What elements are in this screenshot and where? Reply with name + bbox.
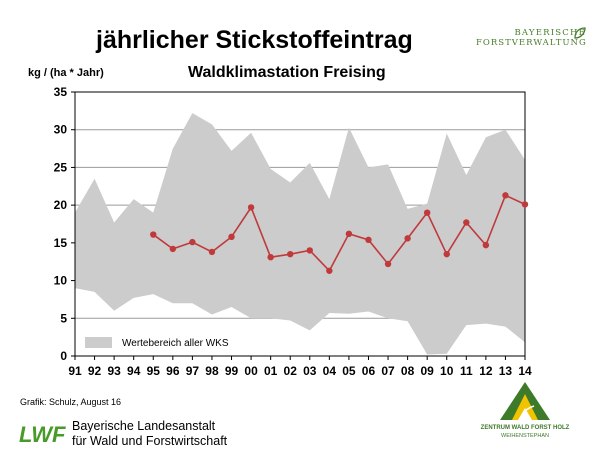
data-point [443,250,450,258]
x-tick-label: 91 [68,364,82,378]
y-tick-label: 35 [54,85,68,99]
data-point [267,253,274,261]
y-tick-label: 20 [54,198,68,212]
x-tick-label: 06 [362,364,376,378]
y-tick-label: 30 [54,123,68,137]
data-point [189,238,196,246]
y-tick-label: 10 [54,274,68,288]
bayerische-forstverwaltung-logo: BAYERISCHE FORSTVERWALTUNG [476,28,586,48]
x-tick-label: 12 [479,364,493,378]
x-tick-label: 08 [401,364,415,378]
x-tick-label: 11 [460,364,473,378]
x-tick-label: 13 [499,364,513,378]
data-point [169,245,177,253]
x-tick-label: 01 [264,364,278,378]
x-tick-label: 00 [244,364,258,378]
x-tick-label: 02 [284,364,298,378]
data-point [365,236,372,244]
x-tick-label: 04 [323,364,337,378]
y-tick-label: 5 [60,311,67,325]
chart-subtitle: Waldklimastation Freising [188,64,386,81]
x-tick-label: 92 [88,364,102,378]
x-tick-label: 97 [186,364,200,378]
range-band [75,113,525,355]
x-tick-label: 07 [381,364,395,378]
axes [71,91,526,360]
data-point [228,233,235,241]
chart-title: jährlicher Stickstoffeintrag [96,26,413,54]
lwf-logo: LWF [19,423,66,445]
x-tick-label: 09 [420,364,434,378]
data-point [150,231,157,238]
y-axis-label: kg / (ha * Jahr) [28,67,104,79]
x-tick-label: 94 [127,364,141,378]
legend-label: Wertebereich aller WKS [122,338,229,349]
institution-name: Bayerische Landesanstalt für Wald und Fo… [72,419,227,449]
data-point [521,201,529,208]
zentrum-logo-icon [500,382,550,421]
series-layer [150,192,529,274]
x-tick-label: 96 [166,364,180,378]
brand-line-1: BAYERISCHE [514,28,586,38]
brand-line-2: FORSTVERWALTUNG [476,38,587,48]
data-point [345,230,353,238]
x-tick-label: 03 [303,364,317,378]
x-tick-label: 99 [225,364,239,378]
data-point [423,209,431,216]
data-point [404,235,411,242]
data-point [384,260,392,268]
plot-border [74,91,526,357]
y-tick-label: 0 [60,349,67,363]
data-point [502,192,509,199]
data-point [482,241,490,249]
series-line [152,194,526,273]
y-tick-label: 25 [54,160,68,174]
x-tick-label: 10 [440,364,454,378]
data-point [287,250,294,258]
lwf-logo-text: LWF [19,423,66,445]
zentrum-line-2: WEIHENSTEPHAN [501,433,549,439]
data-point [326,267,333,274]
data-point [208,248,216,256]
forstverwaltung-leaf-icon [574,27,586,39]
data-point [247,204,255,211]
institution-line-1: Bayerische Landesanstalt [72,419,216,433]
x-tick-label: 95 [147,364,161,378]
institution-line-2: für Wald und Forstwirtschaft [72,434,228,448]
x-tick-label: 93 [107,364,121,378]
x-tick-label: 05 [342,364,356,378]
data-point [306,247,313,254]
y-tick-label: 15 [54,236,68,250]
x-tick-label: 14 [518,364,532,378]
range-band-area [75,113,525,355]
x-tick-label: 98 [205,364,219,378]
legend: Wertebereich aller WKS [85,337,229,349]
data-point [463,219,470,226]
legend-swatch [85,337,112,348]
chart-credit: Grafik: Schulz, August 16 [20,397,122,407]
zentrum-line-1: ZENTRUM WALD FORST HOLZ [480,425,570,431]
